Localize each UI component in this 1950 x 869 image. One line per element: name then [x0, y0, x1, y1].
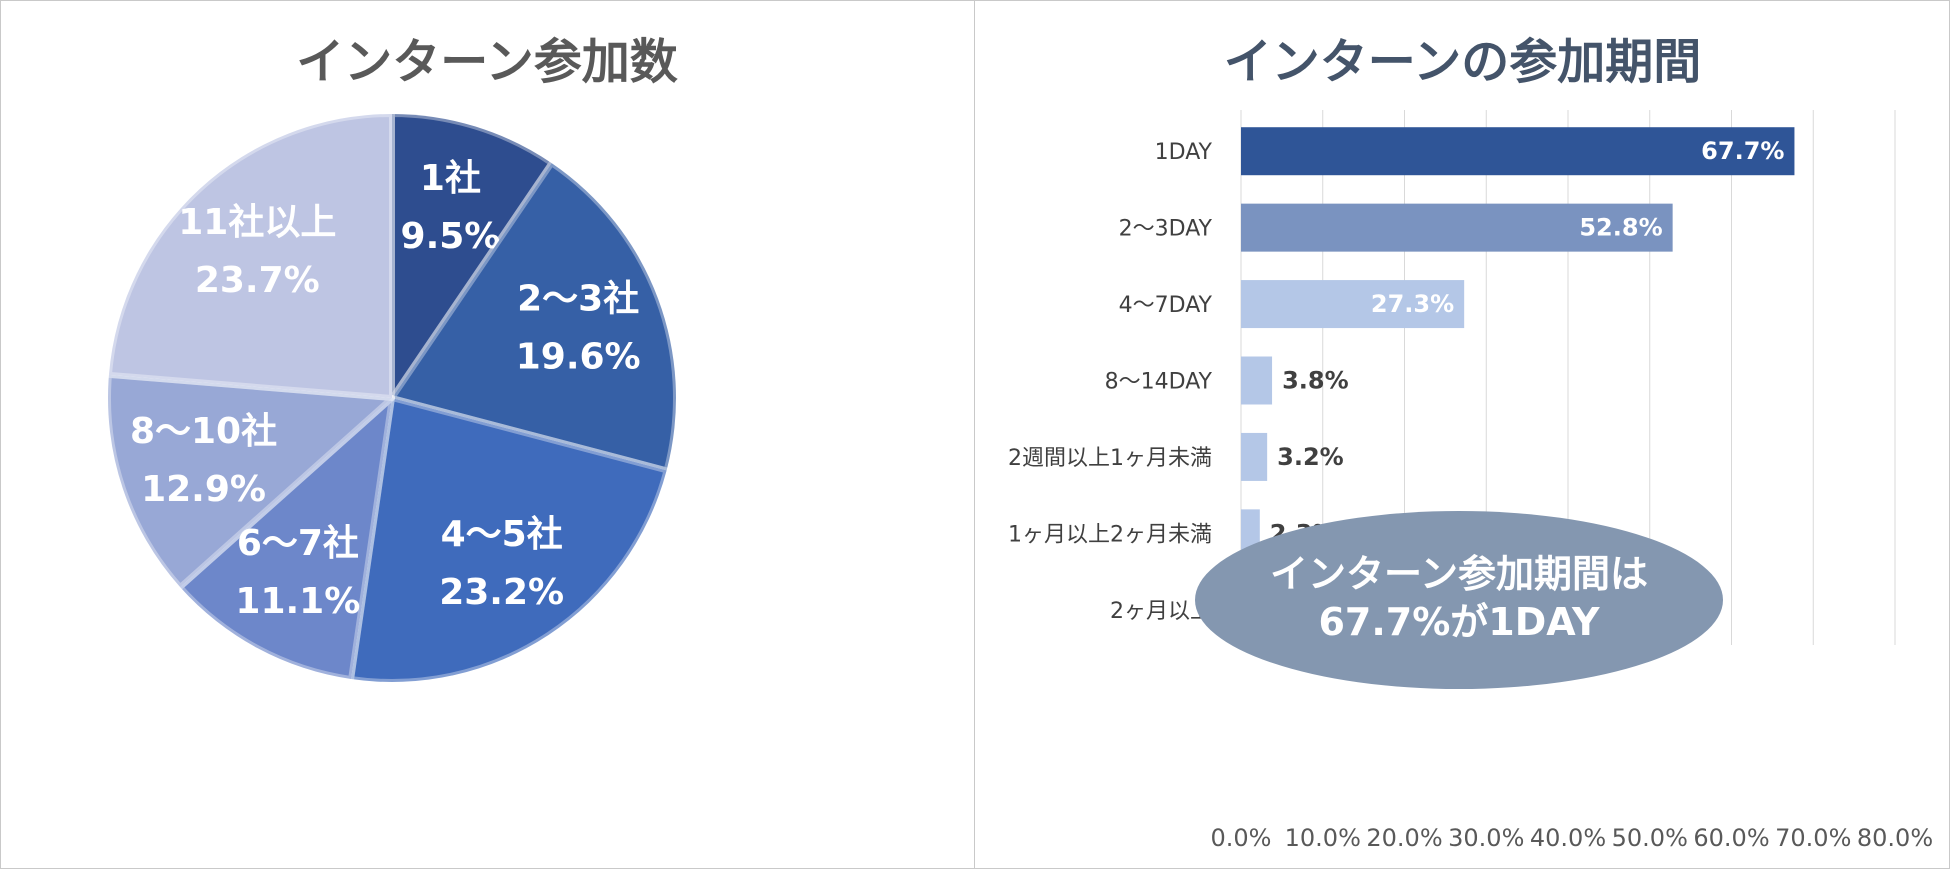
data-label: 3.2%	[1277, 443, 1344, 471]
category-label: 1DAY	[1155, 140, 1213, 165]
x-tick-label: 10.0%	[1285, 824, 1361, 852]
category-label: 2ヶ月以上	[1110, 599, 1212, 624]
pie-slice	[177, 395, 395, 683]
x-tick-label: 0.0%	[1211, 824, 1272, 852]
pie-category-label: 1社	[420, 158, 481, 199]
pie-slice	[348, 395, 670, 685]
pie-value-label: 19.6%	[516, 336, 641, 377]
pie-slice	[389, 111, 555, 401]
pie-slice	[105, 371, 395, 591]
pie-value-label: 23.2%	[439, 572, 564, 613]
pie-category-label: 6～7社	[237, 523, 359, 564]
category-label: 1ヶ月以上2ヶ月未満	[1008, 522, 1212, 547]
pie-value-label: 11.1%	[235, 581, 360, 622]
data-label: 27.3%	[1371, 290, 1454, 318]
x-tick-label: 70.0%	[1775, 824, 1851, 852]
bar-chart-title: インターンの参加期間	[1223, 34, 1702, 90]
x-tick-label: 40.0%	[1530, 824, 1606, 852]
pie-category-label: 4～5社	[441, 514, 563, 555]
data-label: 52.8%	[1579, 214, 1662, 242]
bar-chart: 0.0% 10.0% 20.0% 30.0% 40.0% 50.0% 60.0% 70.0% 8…	[1008, 110, 1933, 852]
data-label: 3.8%	[1282, 367, 1349, 395]
bar	[1241, 203, 1673, 252]
bar	[1241, 432, 1268, 481]
panel-divider	[974, 0, 975, 869]
category-label: 4～7DAY	[1119, 293, 1213, 318]
pie-chart-title: インターン参加数	[296, 34, 678, 90]
pie-chart: 1社 9.5% 2～3社 19.6% 4～5社 23.2% 6～7社 11.1% 8～10社 12…	[105, 111, 679, 685]
pie-category-label: 8～10社	[130, 411, 277, 452]
pie-value-label: 9.5%	[401, 216, 501, 257]
pie-slice	[105, 111, 395, 401]
pie-value-label: 12.9%	[141, 469, 266, 510]
x-tick-label: 50.0%	[1612, 824, 1688, 852]
pie-category-label: 2～3社	[517, 278, 639, 319]
category-label: 2～3DAY	[1119, 217, 1213, 242]
bar	[1241, 280, 1465, 329]
callout-ellipse	[1195, 511, 1723, 689]
pie-value-label: 23.7%	[195, 260, 320, 301]
x-tick-label: 60.0%	[1693, 824, 1769, 852]
category-label: 8～14DAY	[1105, 370, 1213, 395]
bar	[1241, 127, 1795, 176]
bar	[1241, 356, 1273, 405]
x-tick-label: 30.0%	[1448, 824, 1524, 852]
x-tick-label: 20.0%	[1366, 824, 1442, 852]
data-label: 67.7%	[1701, 137, 1784, 165]
x-tick-label: 80.0%	[1857, 824, 1933, 852]
pie-category-label: 11社以上	[178, 202, 336, 243]
pie-slice	[389, 160, 679, 474]
callout-line-1: インターン参加期間は	[1270, 552, 1648, 596]
callout-line-2: 67.7%が1DAY	[1318, 600, 1600, 644]
category-label: 2週間以上1ヶ月未満	[1008, 446, 1212, 471]
